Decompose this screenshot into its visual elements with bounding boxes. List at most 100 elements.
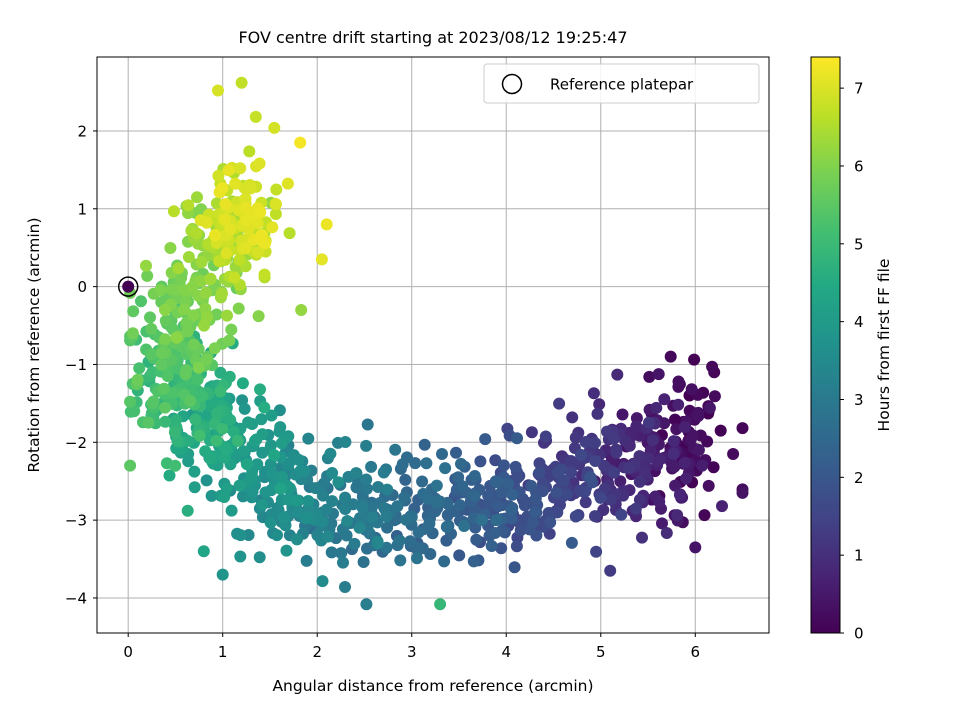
data-point <box>223 334 236 347</box>
data-point <box>671 509 684 522</box>
data-point <box>290 494 303 507</box>
data-point <box>668 460 681 473</box>
colorbar-tick-label: 2 <box>854 469 864 487</box>
data-point <box>350 467 363 480</box>
data-point <box>309 482 322 495</box>
data-point <box>159 333 172 346</box>
data-point <box>147 395 160 408</box>
data-point <box>360 482 373 495</box>
data-point <box>552 466 565 479</box>
plot-frame <box>96 56 770 634</box>
data-points <box>124 76 749 611</box>
data-point <box>332 476 345 489</box>
data-point <box>249 434 261 447</box>
data-point <box>474 455 487 468</box>
y-axis-ticks: −4 −3 −2 −1 0 1 2 <box>65 122 97 607</box>
colorbar-tick-label: 1 <box>854 547 864 565</box>
data-point <box>489 527 501 539</box>
data-point <box>381 483 394 496</box>
data-point <box>593 398 606 411</box>
data-point <box>706 360 719 373</box>
data-point <box>237 445 250 458</box>
data-point <box>651 455 664 468</box>
data-point <box>380 510 393 523</box>
data-point <box>326 467 339 479</box>
data-point <box>175 271 188 284</box>
data-point <box>360 598 373 611</box>
data-point <box>186 280 199 293</box>
data-point <box>212 84 224 97</box>
data-point <box>393 534 406 547</box>
data-point <box>268 121 281 134</box>
data-point <box>685 432 697 445</box>
data-point <box>210 434 223 447</box>
data-point <box>200 286 212 299</box>
data-point <box>502 477 515 490</box>
colorbar-tick-label: 7 <box>854 80 864 98</box>
chart-title: FOV centre drift starting at 2023/08/12 … <box>238 28 627 47</box>
data-point <box>239 192 252 205</box>
data-point <box>588 436 601 449</box>
data-point <box>233 253 246 266</box>
data-point <box>511 471 524 484</box>
data-point <box>689 541 702 554</box>
data-point <box>371 537 384 550</box>
data-point <box>476 514 488 526</box>
data-point <box>270 183 283 196</box>
data-point <box>320 218 333 231</box>
x-tick-label: 6 <box>691 643 701 661</box>
data-point <box>220 247 233 260</box>
x-tick-label: 5 <box>596 643 606 661</box>
data-point <box>354 512 366 524</box>
data-point <box>235 76 248 89</box>
data-point <box>234 162 247 175</box>
x-tick-label: 2 <box>312 643 322 661</box>
data-point <box>377 466 390 479</box>
data-point <box>590 545 603 558</box>
data-point <box>643 370 656 383</box>
colorbar-label: Hours from first FF file <box>875 259 893 432</box>
data-point <box>510 540 523 553</box>
data-point <box>339 581 351 593</box>
data-point <box>539 430 552 443</box>
data-point <box>200 474 213 487</box>
data-point <box>237 490 249 503</box>
data-point <box>692 444 705 456</box>
data-point <box>589 510 601 523</box>
y-axis-label: Rotation from reference (arcmin) <box>25 217 43 472</box>
data-point <box>490 513 503 526</box>
data-point <box>280 544 293 557</box>
data-point <box>411 552 423 565</box>
x-tick-label: 1 <box>218 643 228 661</box>
data-point <box>440 520 453 533</box>
data-point <box>167 205 180 218</box>
data-point <box>200 216 213 229</box>
data-point <box>172 262 185 275</box>
data-point <box>252 310 265 323</box>
colorbar-tick-label: 6 <box>854 157 864 175</box>
data-point <box>243 145 256 158</box>
legend-box <box>483 63 760 104</box>
data-point <box>159 303 171 316</box>
data-point <box>326 495 339 508</box>
data-point <box>698 509 711 522</box>
data-point <box>145 322 158 335</box>
data-point <box>350 481 363 494</box>
data-point <box>339 491 352 504</box>
data-point <box>650 401 663 414</box>
data-point <box>211 407 224 420</box>
data-point <box>128 405 141 418</box>
data-point <box>453 549 466 562</box>
data-point <box>205 489 218 502</box>
y-tick-label: −1 <box>65 356 87 374</box>
data-point <box>633 475 646 488</box>
data-point <box>196 390 209 403</box>
data-point <box>404 535 417 548</box>
data-point <box>179 368 192 381</box>
x-tick-label: 0 <box>123 643 133 661</box>
data-point <box>356 501 369 514</box>
data-point <box>187 309 200 322</box>
data-point <box>178 303 190 316</box>
data-point <box>335 547 348 560</box>
data-point <box>214 385 227 398</box>
